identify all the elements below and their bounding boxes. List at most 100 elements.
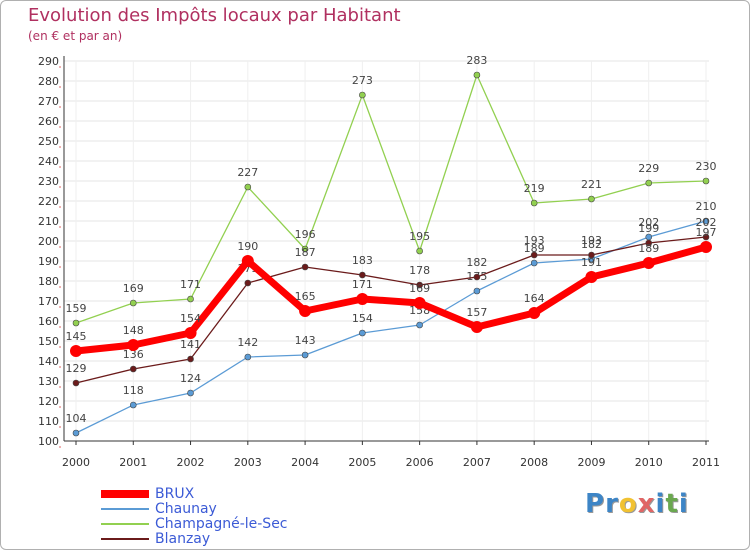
logo-letter: t [665,489,679,519]
x-tick-label: 2005 [348,456,376,469]
data-label: 104 [66,412,87,425]
data-point [416,321,423,329]
data-label: 210 [696,200,717,213]
legend-label-champagne: Champagné-le-Sec [155,515,288,532]
data-label: 148 [123,324,144,337]
legend-item-chaunay: Chaunay [101,500,217,517]
x-tick-label: 2010 [635,456,663,469]
data-label: 183 [352,254,373,267]
data-label: 118 [123,384,144,397]
chart-title: Evolution des Impôts locaux par Habitant [28,5,401,26]
data-label: 199 [638,222,659,235]
proxiti-logo: Proxiti [585,489,689,519]
y-tick-label: 150 [38,335,59,348]
y-tick-label: 200 [38,235,59,248]
data-point [244,353,252,361]
x-tick-label: 2000 [62,456,90,469]
y-tick-label: 270 [38,95,59,108]
data-point [645,179,653,187]
data-label: 143 [295,334,316,347]
data-point [72,429,80,437]
legend-swatch-champagne [101,522,149,525]
data-label: 129 [66,362,87,375]
data-point [187,389,194,397]
data-point [473,71,481,79]
legend-item-brux: BRUX [101,486,194,502]
x-tick-label: 2006 [406,456,434,469]
data-label: 196 [295,228,316,241]
data-label: 124 [180,372,201,385]
series-line-chaunay [75,220,707,434]
data-point [359,329,366,337]
x-tick-label: 2004 [291,456,319,469]
data-label: 154 [352,312,373,325]
x-tick-label: 2001 [119,456,147,469]
data-label: 221 [581,178,602,191]
data-point [241,255,254,267]
legend-item-champagne: Champagné-le-Sec [101,515,288,532]
y-tick-label: 210 [38,215,59,228]
data-point [642,257,655,269]
data-point [528,307,541,319]
y-tick-label: 100 [38,435,59,448]
y-tick-label: 190 [38,255,59,268]
legend-swatch-brux [101,489,149,498]
data-label: 142 [237,336,258,349]
y-tick-label: 240 [38,155,59,168]
y-tick-label: 140 [38,355,59,368]
data-point [588,195,595,203]
logo-letter: x [637,489,656,519]
data-label: 202 [638,216,659,229]
data-point [127,339,140,351]
legend-label-chaunay: Chaunay [155,500,217,517]
data-label: 145 [66,330,87,343]
data-label: 230 [696,160,717,173]
data-label: 227 [237,166,258,179]
legend-label-blanzay: Blanzay [155,530,211,547]
data-point [585,271,598,283]
data-label: 187 [295,246,316,259]
data-point [702,233,710,241]
data-point [473,273,481,281]
x-tick-label: 2008 [520,456,548,469]
data-point [244,279,252,287]
logo-letter: i [655,489,666,519]
x-tick-label: 2002 [177,456,205,469]
data-point [129,401,137,409]
data-point [70,345,82,357]
data-point [299,305,312,317]
data-point [702,177,710,185]
data-label: 202 [696,216,717,229]
data-label: 283 [466,54,487,67]
data-point [356,293,369,305]
data-label: 273 [352,74,373,87]
data-label: 141 [180,338,201,351]
data-point [530,251,538,259]
data-label: 164 [524,292,545,305]
y-tick-label: 130 [38,375,59,388]
y-tick-label: 170 [38,295,59,308]
data-point [588,251,595,259]
data-point [72,319,80,327]
data-point [129,299,137,307]
y-tick-label: 110 [38,415,59,428]
data-point [301,351,309,359]
series-line-brux [75,243,707,355]
data-point [413,297,426,309]
data-point [416,281,423,289]
data-label: 190 [237,240,258,253]
x-tick-label: 2007 [463,456,491,469]
x-tick-label: 2009 [577,456,605,469]
y-tick-label: 280 [38,75,59,88]
data-point [645,239,653,247]
data-label: 159 [66,302,87,315]
data-point [184,327,197,339]
logo-letter: P [585,489,606,519]
legend-swatch-blanzay [101,537,149,540]
data-label: 189 [638,242,659,255]
data-point [72,379,80,387]
data-label: 229 [638,162,659,175]
data-label: 169 [409,282,430,295]
